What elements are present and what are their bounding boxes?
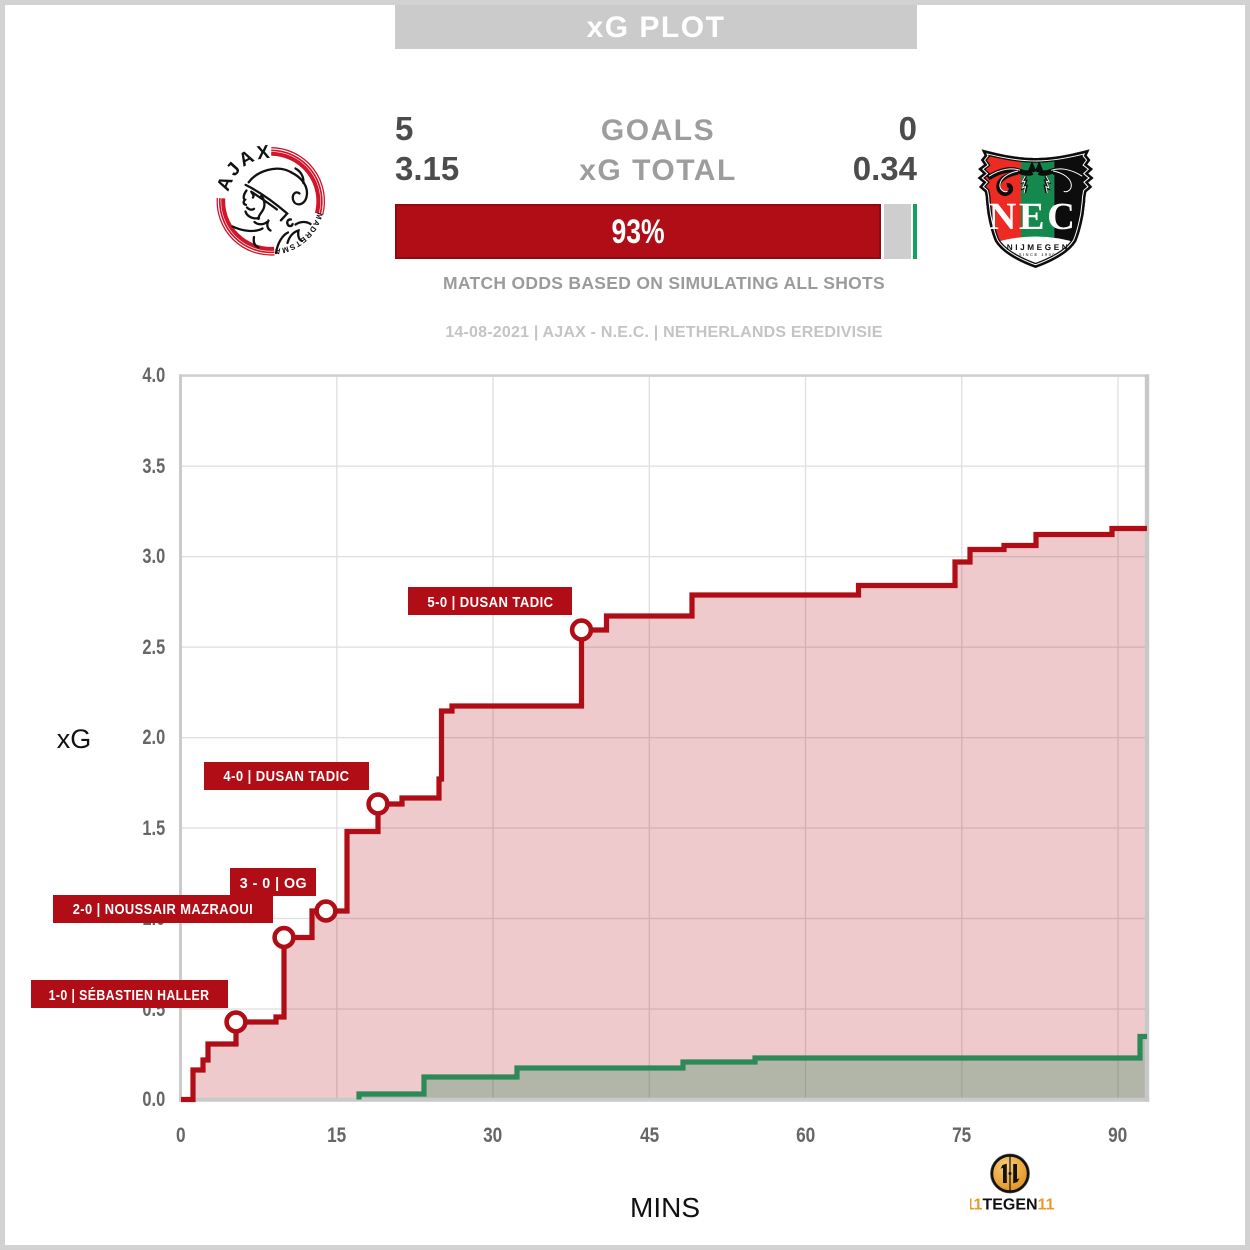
svg-text:11TEGEN11: 11TEGEN11 xyxy=(970,1197,1055,1214)
svg-text:NIJMEGEN: NIJMEGEN xyxy=(1007,243,1071,252)
svg-text:SINCE 1900: SINCE 1900 xyxy=(1019,252,1056,257)
svg-text:NEC: NEC xyxy=(989,196,1078,238)
svg-text:AJAX: AJAX xyxy=(213,141,273,194)
